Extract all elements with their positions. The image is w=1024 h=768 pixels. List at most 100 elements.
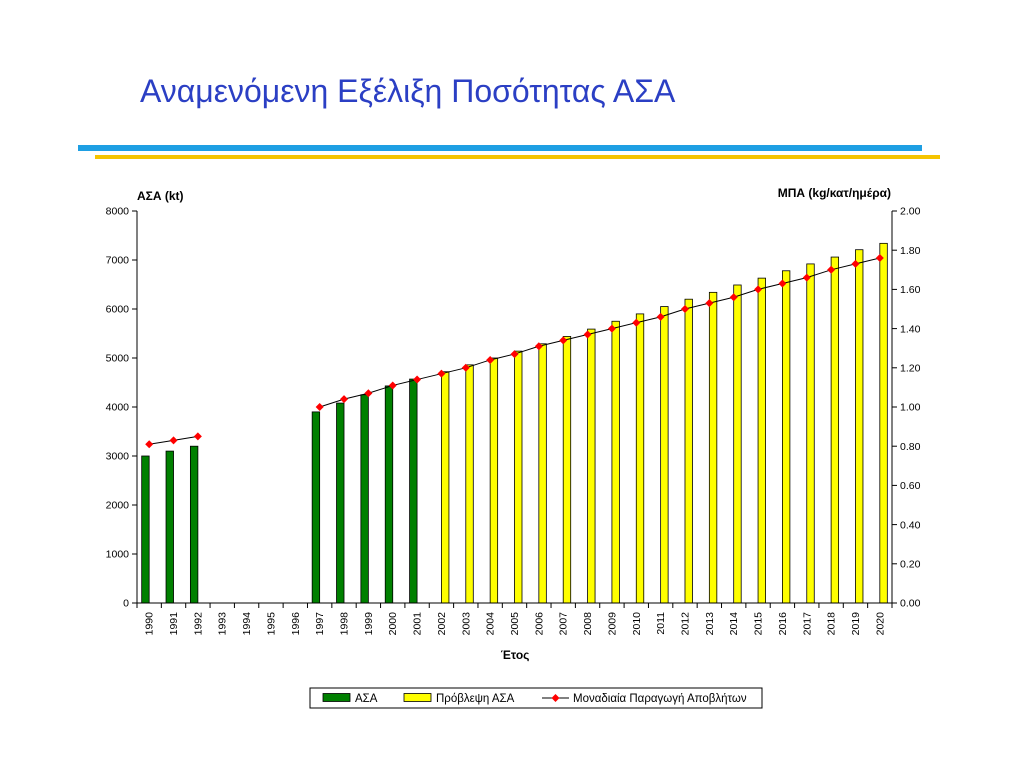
y-tick-label-right: 1.40 xyxy=(900,323,921,335)
asa-bar-2001 xyxy=(409,378,418,604)
y-tick-label-left: 7000 xyxy=(106,255,130,267)
unit-waste-marker-2007 xyxy=(559,336,568,345)
x-tick-label: 1994 xyxy=(241,612,253,636)
x-tick-label: 1990 xyxy=(144,612,156,636)
legend-box xyxy=(309,687,763,709)
unit-waste-marker-2003 xyxy=(461,363,470,372)
unit-waste-marker-1991 xyxy=(169,436,178,445)
asa-bar-1990 xyxy=(141,455,150,604)
unit-waste-marker-2012 xyxy=(680,305,689,313)
asa-forecast-bar-2020 xyxy=(879,242,888,604)
x-tick-label: 1996 xyxy=(290,612,302,636)
asa-bar-1992 xyxy=(189,445,199,604)
asa-forecast-bar-2006 xyxy=(538,343,547,604)
asa-forecast-bar-2005 xyxy=(514,350,523,604)
y-tick-label-right: 1.80 xyxy=(900,245,921,257)
unit-waste-marker-2009 xyxy=(607,324,616,333)
x-tick-label: 2003 xyxy=(460,612,472,636)
x-tick-label: 2010 xyxy=(631,612,643,636)
y-tick-label-left: 1000 xyxy=(106,549,130,561)
x-tick-label: 1991 xyxy=(168,612,180,636)
y-tick-labels-left-group: 0 1000 2000 3000 4000 5000 6000 7000 8000 xyxy=(106,206,130,610)
asa-forecast-bar-2004 xyxy=(489,357,499,604)
asa-forecast-bar-2010 xyxy=(635,313,645,604)
legend-label-unit-waste: Μοναδιαία Παραγωγή Αποβλήτων xyxy=(573,693,747,705)
unit-waste-marker-1997 xyxy=(315,403,324,411)
asa-forecast-bar-2017 xyxy=(806,263,815,604)
y-axis-title-left: ΑΣΑ (kt) xyxy=(137,189,184,203)
x-tick-label: 2019 xyxy=(850,612,862,636)
y-tick-label-left: 4000 xyxy=(106,402,130,414)
x-tick-label: 2018 xyxy=(826,612,838,636)
x-tick-label: 2008 xyxy=(582,612,594,636)
asa-bar-1997 xyxy=(311,411,321,604)
asa-forecast-bar-2009 xyxy=(611,320,620,604)
y-tick-label-left: 5000 xyxy=(106,353,130,365)
x-tick-label: 2020 xyxy=(874,612,886,636)
unit-waste-marker-2014 xyxy=(729,293,738,302)
unit-waste-marker-2013 xyxy=(705,299,714,308)
legend-key-asa xyxy=(322,693,351,702)
x-tick-label: 2007 xyxy=(558,612,570,636)
legend-label-asa: ΑΣΑ xyxy=(355,693,378,705)
title-rule-blue xyxy=(78,145,922,151)
unit-waste-marker-1998 xyxy=(340,395,349,404)
asa-forecast-bar-2003 xyxy=(465,364,474,604)
asa-forecast-bar-2019 xyxy=(855,249,864,604)
unit-waste-marker-2019 xyxy=(851,259,860,268)
x-tick-label: 2016 xyxy=(777,612,789,636)
y-tick-labels-right-group: 0.00 0.20 0.40 0.60 0.80 1.00 1.20 1.40 1.60 1.80… xyxy=(900,206,921,610)
x-tick-label: 2011 xyxy=(655,612,667,635)
bars-group xyxy=(141,242,888,604)
y-tick-label-left: 0 xyxy=(123,598,129,610)
y-tick-label-right: 0.00 xyxy=(900,598,921,610)
unit-waste-marker-2011 xyxy=(656,312,665,321)
unit-waste-marker-1999 xyxy=(364,389,373,398)
x-axis-title: Έτος xyxy=(501,648,530,662)
y-tick-label-left: 8000 xyxy=(106,206,130,218)
asa-forecast-bar-2015 xyxy=(757,277,766,604)
x-tick-label: 2017 xyxy=(801,612,813,636)
x-tick-label: 2013 xyxy=(704,612,716,636)
x-tick-label: 2015 xyxy=(753,612,765,636)
x-tick-label: 2000 xyxy=(387,612,399,636)
unit-waste-marker-2020 xyxy=(875,254,884,263)
asa-forecast-bar-2013 xyxy=(708,291,718,604)
y-tick-label-right: 1.60 xyxy=(900,284,921,296)
y-tick-label-right: 0.60 xyxy=(900,480,921,492)
x-tick-label: 1998 xyxy=(339,612,351,636)
asa-bar-1998 xyxy=(336,402,345,604)
y-tick-label-left: 3000 xyxy=(106,451,130,463)
title-rule-yellow xyxy=(95,155,940,159)
unit-waste-marker-1990 xyxy=(145,440,154,449)
y-tick-label-right: 1.20 xyxy=(900,363,921,375)
unit-waste-marker-2016 xyxy=(778,279,787,288)
asa-forecast-bar-2016 xyxy=(782,270,791,604)
y-tick-label-right: 0.80 xyxy=(900,441,921,453)
asa-forecast-bar-2012 xyxy=(684,298,693,604)
unit-waste-marker-2015 xyxy=(754,285,763,294)
asa-bar-2000 xyxy=(384,385,394,604)
unit-waste-marker-2001 xyxy=(413,375,422,384)
unit-waste-marker-2002 xyxy=(437,369,446,378)
tick-marks-group xyxy=(132,210,897,608)
y-tick-label-right: 1.00 xyxy=(900,402,921,414)
legend: ΑΣΑ Πρόβλεψη ΑΣΑ Μοναδιαία Παραγωγή Αποβ… xyxy=(309,687,763,709)
x-tick-labels-group: 1990 1991 1992 1993 1994 1995 1996 1997 1998 1999… xyxy=(144,612,887,636)
asa-forecast-bar-2011 xyxy=(660,306,669,604)
x-tick-label: 2014 xyxy=(728,612,740,636)
x-tick-label: 1999 xyxy=(363,612,375,636)
unit-waste-marker-2005 xyxy=(510,350,519,359)
legend-key-asa-forecast xyxy=(403,693,432,702)
y-tick-label-left: 2000 xyxy=(106,500,130,512)
y-tick-label-right: 0.40 xyxy=(900,519,921,531)
asa-bar-1991 xyxy=(165,450,174,604)
unit-waste-marker-2006 xyxy=(534,342,543,351)
x-tick-label: 2004 xyxy=(485,612,497,636)
unit-waste-marker-2018 xyxy=(827,265,836,274)
x-tick-label: 2001 xyxy=(412,612,424,636)
line-series-group xyxy=(145,254,884,449)
asa-forecast-bar-2018 xyxy=(830,256,840,604)
x-tick-label: 1997 xyxy=(314,612,326,636)
